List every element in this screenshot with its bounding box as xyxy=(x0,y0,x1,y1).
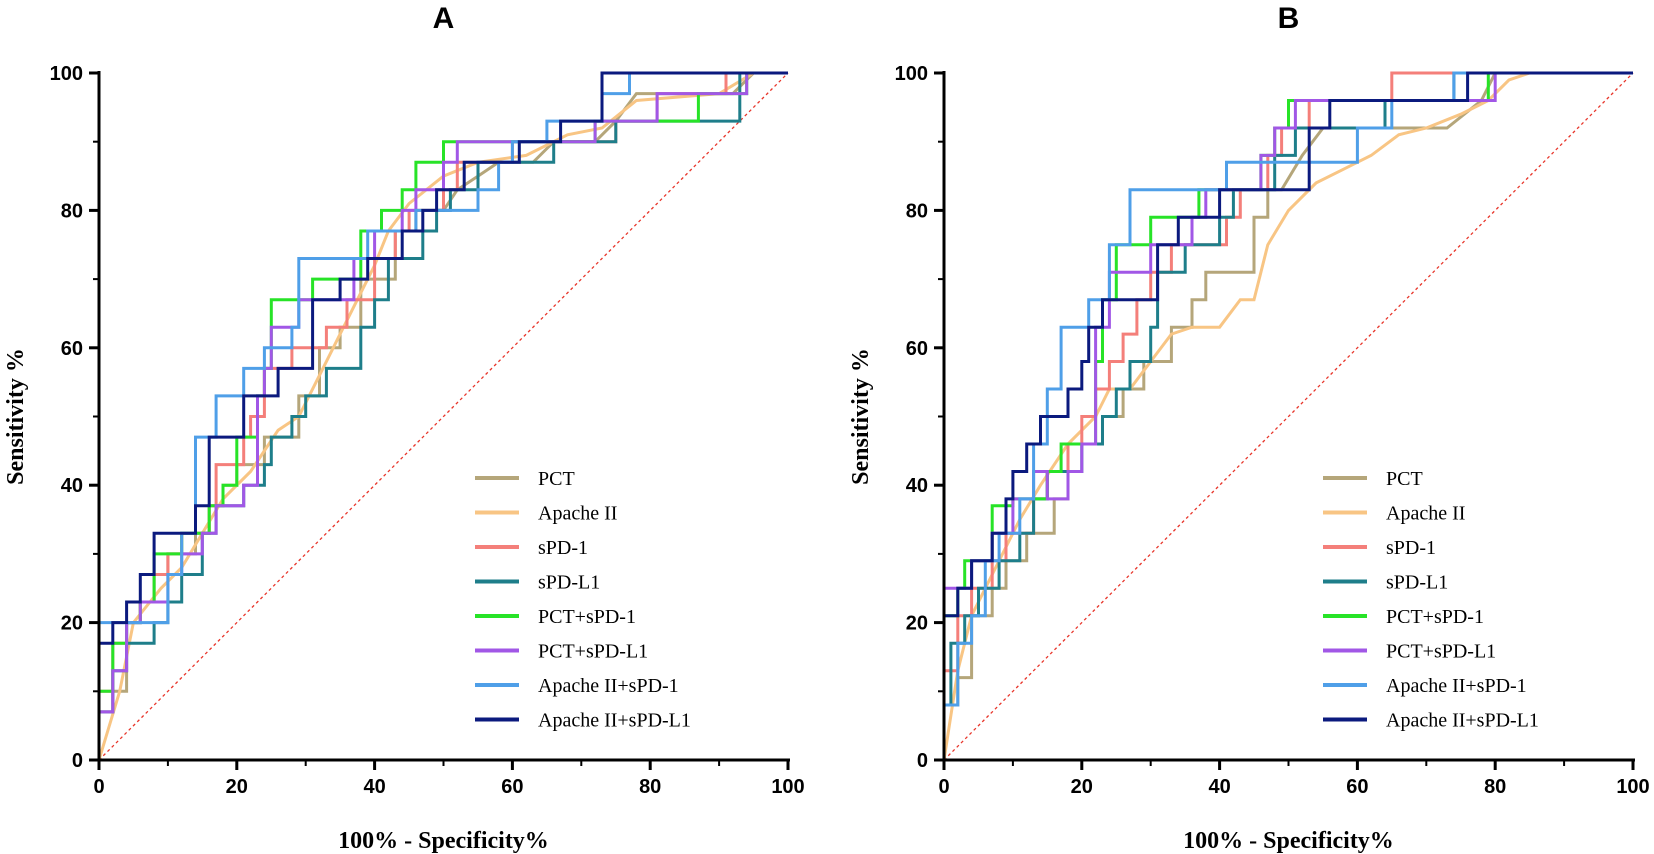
x-tick-label: 100 xyxy=(1616,776,1649,798)
y-tick-label: 80 xyxy=(61,200,83,222)
x-axis-title: 100% - Specificity% xyxy=(1183,828,1394,854)
x-tick-label: 80 xyxy=(1484,776,1506,798)
x-tick-label: 20 xyxy=(226,776,248,798)
reference-line xyxy=(943,72,1634,761)
y-tick-label: 20 xyxy=(906,613,928,635)
roc-chart-b: B 0 20 40 60 80 100 0 20 40 60 80 100 100% - Specific… xyxy=(848,2,1650,854)
series-line-apache-ii-spd-l1 xyxy=(97,71,788,760)
y-axis-title: Sensitivity % xyxy=(848,348,874,485)
series-line-pct-spd-l1 xyxy=(97,71,788,760)
legend-label: Apache II+sPD-L1 xyxy=(538,710,691,732)
legend-label: Apache II+sPD-1 xyxy=(538,675,679,697)
series-line-apache-ii-spd-1 xyxy=(942,71,1633,760)
x-tick-label: 20 xyxy=(1071,776,1093,798)
y-tick-label: 80 xyxy=(906,200,928,222)
legend: PCT Apache II sPD-1 sPD-L1 PCT+sPD-1 PCT+sPD-… xyxy=(475,468,691,732)
legend-label: Apache II xyxy=(538,503,617,525)
x-tick-label: 0 xyxy=(93,776,104,798)
legend-label: PCT+sPD-1 xyxy=(538,606,636,628)
series-line-apache-ii-spd-l1 xyxy=(942,71,1633,760)
legend-label: sPD-L1 xyxy=(538,572,600,594)
y-tick-label: 40 xyxy=(906,475,928,497)
y-tick-label: 0 xyxy=(917,750,928,772)
legend-label: PCT+sPD-L1 xyxy=(1386,641,1496,663)
y-tick-label: 100 xyxy=(895,63,928,85)
legend-label: PCT+sPD-L1 xyxy=(538,641,648,663)
legend: PCT Apache II sPD-1 sPD-L1 PCT+sPD-1 PCT+sPD-… xyxy=(1323,468,1539,732)
legend-label: sPD-1 xyxy=(1386,537,1436,559)
y-tick-label: 100 xyxy=(50,63,83,85)
x-tick-label: 60 xyxy=(501,776,523,798)
legend-label: Apache II xyxy=(1386,503,1465,525)
x-tick-label: 100 xyxy=(771,776,804,798)
y-tick-label: 20 xyxy=(61,613,83,635)
y-tick-label: 60 xyxy=(906,338,928,360)
x-tick-label: 0 xyxy=(938,776,949,798)
x-tick-label: 60 xyxy=(1346,776,1368,798)
y-tick-label: 60 xyxy=(61,338,83,360)
x-tick-label: 40 xyxy=(363,776,385,798)
y-tick-label: 0 xyxy=(72,750,83,772)
legend-label: sPD-L1 xyxy=(1386,572,1448,594)
chart-title: A xyxy=(433,2,455,35)
series-line-apache-ii xyxy=(942,71,1633,761)
legend-label: Apache II+sPD-1 xyxy=(1386,675,1527,697)
y-tick-label: 40 xyxy=(61,475,83,497)
legend-label: PCT xyxy=(1386,468,1423,490)
y-axis-title: Sensitivity % xyxy=(3,348,29,485)
legend-label: sPD-1 xyxy=(538,537,588,559)
reference-line xyxy=(98,72,789,761)
legend-label: PCT+sPD-1 xyxy=(1386,606,1484,628)
legend-label: PCT xyxy=(538,468,575,490)
roc-chart-a: A 0 20 40 60 80 100 0 20 40 60 80 100 100% - Specific… xyxy=(3,2,805,854)
x-tick-label: 40 xyxy=(1208,776,1230,798)
chart-title: B xyxy=(1278,2,1300,35)
x-tick-label: 80 xyxy=(639,776,661,798)
x-axis-title: 100% - Specificity% xyxy=(338,828,549,854)
legend-label: Apache II+sPD-L1 xyxy=(1386,710,1539,732)
